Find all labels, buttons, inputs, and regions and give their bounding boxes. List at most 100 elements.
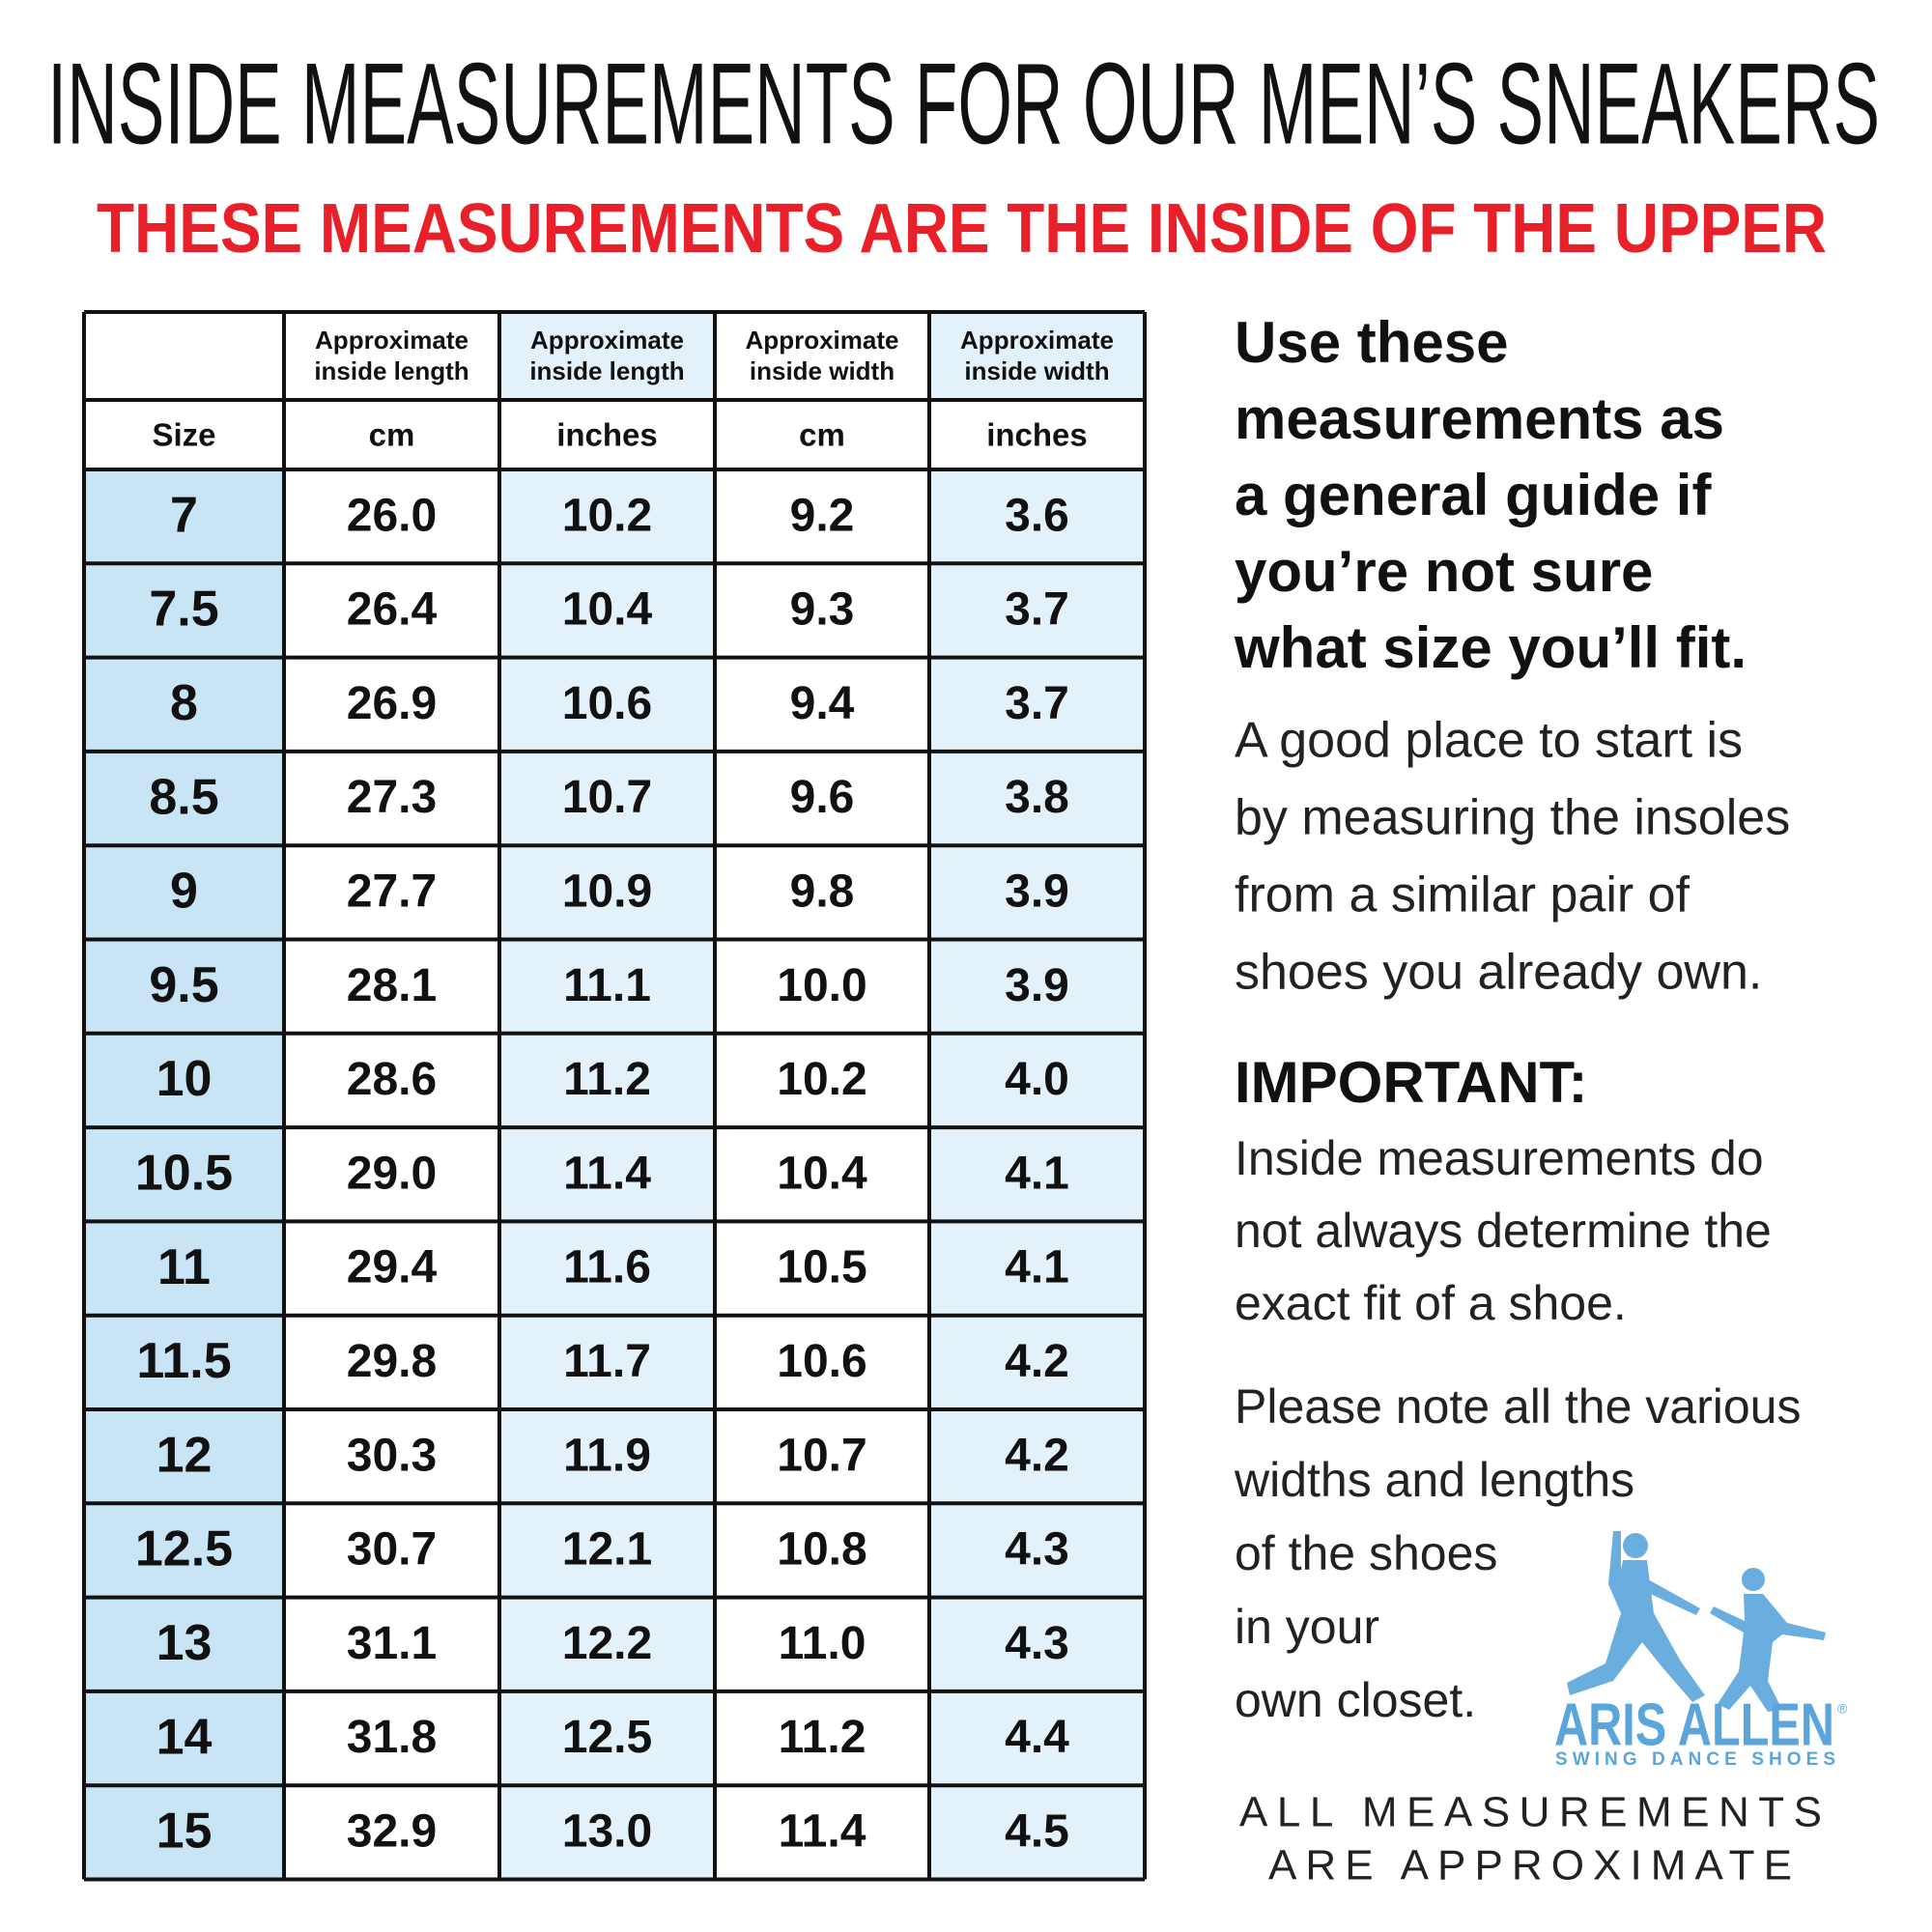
- measurement-value: 9.8: [790, 867, 855, 918]
- column-header: inside width: [964, 356, 1109, 385]
- table-cell: [715, 469, 929, 564]
- measurement-value: 10.5: [777, 1242, 867, 1293]
- measurement-value: 28.1: [347, 960, 437, 1011]
- footer-note: ALL MEASUREMENTS: [1239, 1789, 1822, 1836]
- measurement-value: 3.7: [1005, 584, 1069, 636]
- measurement-value: 10.8: [777, 1524, 867, 1576]
- table-cell: [84, 1221, 284, 1316]
- measurement-value: 4.1: [1005, 1242, 1069, 1293]
- table-cell: [284, 1221, 499, 1316]
- table-cell: [284, 1409, 499, 1504]
- table-cell: [715, 1785, 929, 1880]
- measurement-value: 3.6: [1005, 490, 1069, 541]
- measurement-value: 13.0: [562, 1806, 652, 1858]
- table-cell: [284, 1690, 499, 1786]
- measurement-value: 10.6: [562, 678, 652, 729]
- units-cell: [84, 400, 284, 469]
- table-cell: [284, 657, 499, 752]
- measurement-value: 4.4: [1005, 1712, 1069, 1763]
- table-cell: [499, 657, 715, 752]
- measurement-value: 10.7: [777, 1430, 867, 1481]
- units-cell: [284, 400, 499, 469]
- size-value: 11.5: [136, 1333, 231, 1389]
- table-cell: [84, 1033, 284, 1128]
- table-cell: [929, 1690, 1145, 1786]
- table-cell: [84, 845, 284, 940]
- table-cell: [929, 1597, 1145, 1691]
- measurement-value: 11.0: [779, 1618, 867, 1669]
- measurement-value: 30.7: [347, 1524, 437, 1576]
- table-cell: [929, 1503, 1145, 1598]
- table-cell: [84, 469, 284, 564]
- column-header: inside width: [750, 356, 895, 385]
- table-cell: [499, 939, 715, 1034]
- table-cell: [284, 1503, 499, 1598]
- guide-paragraph: from a similar pair of: [1235, 867, 1690, 923]
- table-cell: [929, 469, 1145, 564]
- table-cell: [715, 1127, 929, 1222]
- table-cell: [715, 845, 929, 940]
- measurement-value: 9.6: [790, 772, 855, 823]
- measurement-value: 10.9: [562, 867, 652, 918]
- measurement-value: 9.2: [790, 490, 855, 541]
- table-cell: [499, 1315, 715, 1409]
- size-value: 10: [156, 1051, 213, 1107]
- measurement-value: 32.9: [347, 1806, 437, 1858]
- units-cell: [929, 400, 1145, 469]
- note-text: of the shoes: [1235, 1526, 1497, 1580]
- column-header: inside length: [529, 356, 684, 385]
- table-cell: [284, 1033, 499, 1128]
- important-text: exact fit of a shoe.: [1235, 1276, 1627, 1330]
- measurement-value: 10.4: [777, 1148, 867, 1199]
- table-cell: [499, 751, 715, 846]
- measurement-value: 4.5: [1005, 1806, 1069, 1858]
- table-cell: [284, 563, 499, 658]
- column-unit: Size: [152, 417, 215, 453]
- table-cell: [84, 563, 284, 658]
- table-cell: [84, 1315, 284, 1409]
- measurement-value: 12.1: [562, 1524, 652, 1576]
- page-subtitle: THESE MEASUREMENTS ARE THE INSIDE OF THE…: [97, 190, 1827, 268]
- table-cell: [284, 751, 499, 846]
- note-text: widths and lengths: [1234, 1453, 1634, 1507]
- table-cell: [715, 939, 929, 1034]
- measurement-value: 11.6: [563, 1242, 651, 1293]
- table-cell: [929, 845, 1145, 940]
- table-cell: [84, 657, 284, 752]
- measurement-value: 10.6: [777, 1336, 867, 1387]
- table-cell: [284, 469, 499, 564]
- measurement-value: 4.2: [1005, 1336, 1069, 1387]
- header-cell: [84, 312, 284, 400]
- column-header: Approximate: [746, 326, 899, 355]
- guide-heading: a general guide if: [1235, 463, 1712, 527]
- table-cell: [284, 1315, 499, 1409]
- table-cell: [84, 1690, 284, 1786]
- size-value: 13: [156, 1615, 213, 1671]
- measurement-value: 4.3: [1005, 1524, 1069, 1576]
- measurement-value: 9.3: [790, 584, 855, 636]
- measurement-value: 11.2: [563, 1054, 651, 1105]
- measurement-value: 11.1: [563, 960, 651, 1011]
- column-unit: cm: [369, 417, 415, 453]
- size-value: 7: [170, 487, 198, 543]
- table-cell: [929, 1315, 1145, 1409]
- measurement-value: 26.0: [347, 490, 437, 541]
- size-value: 8: [170, 675, 198, 731]
- header-cell: [499, 312, 715, 400]
- guide-heading: Use these: [1235, 310, 1508, 375]
- table-cell: [499, 1409, 715, 1504]
- size-value: 9.5: [149, 957, 218, 1013]
- measurement-value: 12.2: [562, 1618, 652, 1669]
- table-cell: [499, 1503, 715, 1598]
- guide-paragraph: by measuring the insoles: [1235, 790, 1790, 846]
- table-cell: [284, 1597, 499, 1691]
- measurement-value: 11.2: [779, 1712, 867, 1763]
- table-cell: [929, 657, 1145, 752]
- measurement-value: 10.4: [562, 584, 653, 636]
- measurement-value: 3.9: [1005, 867, 1069, 918]
- table-cell: [715, 563, 929, 658]
- page-title: INSIDE MEASUREMENTS FOR OUR MEN’S SNEAKE…: [47, 40, 1880, 169]
- table-cell: [84, 1127, 284, 1222]
